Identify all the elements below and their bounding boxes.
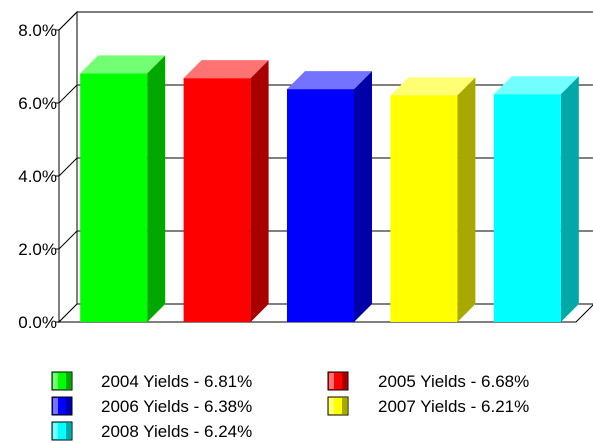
y-tick-label: 2.0%: [18, 240, 57, 259]
legend-swatch-highlight: [329, 373, 334, 389]
bar-top: [80, 55, 166, 74]
bar-side: [457, 77, 476, 323]
gridline-side: [58, 11, 78, 31]
y-tick-label: 8.0%: [18, 21, 57, 40]
y-tick-label: 6.0%: [18, 94, 57, 113]
bar: [287, 89, 354, 322]
bar-top: [183, 60, 269, 79]
bar-side: [147, 55, 166, 323]
legend-label: 2008 Yields - 6.24%: [101, 422, 252, 441]
legend-swatch-shadow: [66, 423, 71, 439]
bar-side: [560, 76, 579, 323]
legend-swatch-highlight: [53, 373, 58, 389]
bar-side: [250, 60, 269, 323]
bar: [183, 78, 251, 323]
bar: [493, 94, 561, 323]
legend-label: 2007 Yields - 6.21%: [378, 397, 529, 416]
legend-swatch-highlight: [53, 423, 58, 439]
bar-top: [287, 71, 372, 90]
bar-side: [354, 71, 372, 322]
gridline-side: [58, 157, 78, 177]
legend-label: 2006 Yields - 6.38%: [101, 397, 252, 416]
legend-label: 2004 Yields - 6.81%: [101, 372, 252, 391]
legend-swatch-shadow: [342, 373, 347, 389]
gridline-side: [58, 84, 78, 104]
y-tick-label: 4.0%: [18, 167, 57, 186]
legend-label: 2005 Yields - 6.68%: [378, 372, 529, 391]
bar: [80, 73, 148, 322]
gridline-side: [58, 230, 78, 250]
legend-swatch-shadow: [342, 398, 347, 414]
legend-swatch-shadow: [66, 398, 71, 414]
bar-top: [390, 77, 476, 96]
bar: [390, 95, 458, 323]
bar-top: [493, 76, 579, 95]
legend-swatch-highlight: [329, 398, 334, 414]
legend-swatch-shadow: [66, 373, 71, 389]
legend-swatch-highlight: [53, 398, 58, 414]
y-tick-label: 0.0%: [18, 313, 57, 332]
